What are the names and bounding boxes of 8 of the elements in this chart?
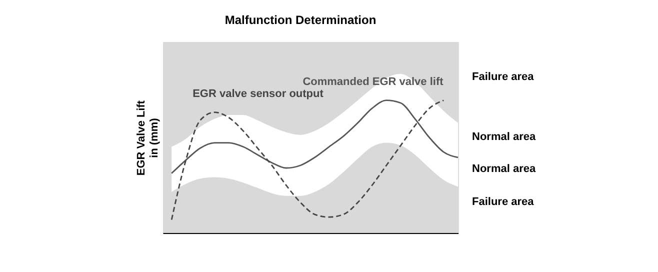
text: Normal area bbox=[472, 131, 536, 143]
text: Normal area bbox=[472, 163, 536, 175]
series-label: Commanded EGR valve lift bbox=[302, 76, 444, 88]
text: Failure area bbox=[472, 71, 535, 83]
chart-title: Malfunction Determination bbox=[224, 13, 376, 27]
y-axis-title: EGR Valve Lift in (mm) bbox=[136, 100, 160, 176]
series-label: EGR valve sensor output bbox=[192, 88, 324, 100]
text: Failure area bbox=[472, 196, 535, 208]
